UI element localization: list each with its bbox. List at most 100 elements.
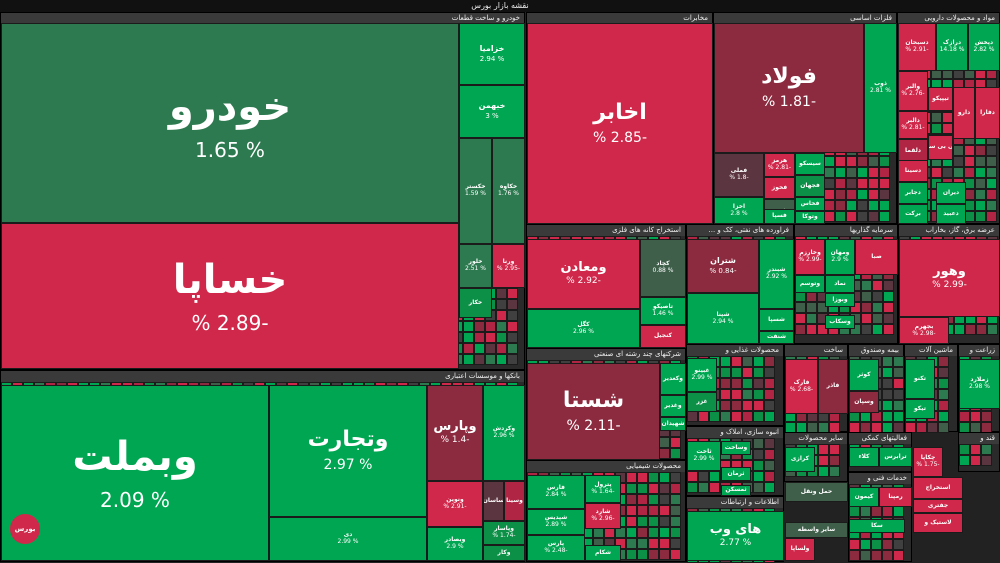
mini-tile[interactable] (835, 156, 846, 167)
mini-tile[interactable] (507, 332, 518, 343)
stock-tile[interactable]: فخاس (795, 197, 825, 211)
stock-tile[interactable]: وهور -2.99 % (899, 239, 1000, 317)
sector-services[interactable]: خدمات فنی و (848, 472, 912, 562)
mini-tile[interactable] (670, 516, 681, 527)
mini-tile[interactable] (720, 400, 731, 411)
mini-tile[interactable] (824, 211, 835, 222)
mini-tile[interactable] (795, 324, 806, 335)
mini-tile[interactable] (849, 506, 860, 517)
stock-tile[interactable]: ذوب% 2.81 (864, 23, 897, 153)
mini-tile[interactable] (846, 211, 857, 222)
stock-tile[interactable]: فاذر (818, 359, 848, 414)
mini-tile[interactable] (931, 123, 942, 134)
stock-tile[interactable]: ساسان (483, 481, 504, 521)
mini-tile[interactable] (637, 472, 648, 483)
stock-tile[interactable]: برکت (898, 204, 928, 224)
mini-tile[interactable] (964, 167, 975, 178)
mini-tile[interactable] (626, 483, 637, 494)
mini-tile[interactable] (731, 400, 742, 411)
mini-tile[interactable] (964, 145, 975, 156)
mini-tile[interactable] (938, 356, 949, 367)
mini-tile[interactable] (879, 167, 890, 178)
mini-tile[interactable] (824, 156, 835, 167)
stock-tile[interactable]: وسکاب (825, 315, 855, 329)
mini-tile[interactable] (670, 437, 681, 448)
mini-tile[interactable] (496, 343, 507, 354)
stock-tile[interactable]: غزر (687, 392, 717, 412)
stock-tile[interactable]: کرازی (785, 447, 815, 472)
mini-tile[interactable] (659, 538, 670, 549)
mini-tile[interactable] (731, 389, 742, 400)
mini-tile[interactable] (659, 549, 670, 560)
mini-tile[interactable] (648, 516, 659, 527)
mini-tile[interactable] (857, 156, 868, 167)
stock-tile[interactable]: ومعادن -2.92 % (527, 239, 640, 309)
stock-tile[interactable]: ثمسکن (721, 485, 751, 496)
mini-tile[interactable] (687, 482, 698, 493)
mini-tile[interactable] (975, 145, 986, 156)
mini-tile[interactable] (931, 167, 942, 178)
mini-tile[interactable] (861, 302, 872, 313)
mini-tile[interactable] (742, 389, 753, 400)
stock-tile[interactable]: پترول -1.64 % (585, 475, 621, 503)
mini-tile[interactable] (637, 505, 648, 516)
mini-tile[interactable] (872, 280, 883, 291)
stock-tile[interactable]: وخارزم -2.99 % (795, 239, 825, 275)
mini-tile[interactable] (846, 189, 857, 200)
mini-tile[interactable] (496, 288, 507, 299)
mini-tile[interactable] (861, 313, 872, 324)
mini-tile[interactable] (893, 550, 904, 561)
mini-tile[interactable] (954, 324, 965, 335)
stock-tile[interactable]: وبوزا (825, 293, 855, 307)
mini-tile[interactable] (829, 466, 840, 477)
mini-tile[interactable] (959, 444, 970, 455)
mini-tile[interactable] (882, 378, 893, 389)
stock-tile[interactable]: کوثر (849, 359, 879, 391)
stock-tile[interactable]: وبصادر% 2.9 (427, 527, 483, 561)
mini-tile[interactable] (975, 200, 986, 211)
stock-tile[interactable]: والبر -2.76 % (898, 71, 928, 111)
mini-tile[interactable] (824, 189, 835, 200)
stock-tile[interactable]: ولساپا (785, 538, 815, 561)
stock-tile[interactable]: هرمز -2.81 % (764, 153, 795, 177)
mini-tile[interactable] (931, 112, 942, 123)
stock-tile[interactable]: اخزا% 2.8 (714, 197, 764, 224)
mini-tile[interactable] (893, 539, 904, 550)
mini-tile[interactable] (753, 367, 764, 378)
mini-tile[interactable] (893, 506, 904, 517)
stock-tile[interactable]: وتوسم (795, 275, 825, 293)
mini-tile[interactable] (879, 178, 890, 189)
mini-tile[interactable] (485, 354, 496, 365)
mini-tile[interactable] (753, 411, 764, 422)
mini-tile[interactable] (883, 302, 894, 313)
stock-tile[interactable]: خکاوه% 1.76 (492, 138, 525, 244)
mini-tile[interactable] (795, 302, 806, 313)
mini-tile[interactable] (764, 411, 775, 422)
mini-tile[interactable] (981, 411, 992, 422)
mini-tile[interactable] (806, 324, 817, 335)
stock-tile[interactable]: تیپیکو (928, 87, 953, 111)
mini-tile[interactable] (975, 167, 986, 178)
mini-tile[interactable] (659, 494, 670, 505)
mini-tile[interactable] (659, 437, 670, 448)
mini-tile[interactable] (860, 506, 871, 517)
mini-tile[interactable] (981, 455, 992, 466)
mini-tile[interactable] (648, 549, 659, 560)
stock-tile[interactable]: کیمون (849, 487, 879, 507)
mini-tile[interactable] (871, 539, 882, 550)
sector-sugar[interactable]: قند و (958, 432, 1000, 472)
mini-tile[interactable] (893, 400, 904, 411)
mini-tile[interactable] (868, 178, 879, 189)
mini-tile[interactable] (485, 343, 496, 354)
mini-tile[interactable] (626, 494, 637, 505)
mini-tile[interactable] (959, 455, 970, 466)
mini-tile[interactable] (879, 156, 890, 167)
mini-tile[interactable] (709, 482, 720, 493)
mini-tile[interactable] (893, 411, 904, 422)
mini-tile[interactable] (938, 389, 949, 400)
mini-tile[interactable] (709, 411, 720, 422)
mini-tile[interactable] (824, 178, 835, 189)
stock-tile[interactable]: دجابر (898, 182, 928, 204)
mini-tile[interactable] (720, 367, 731, 378)
mini-tile[interactable] (868, 167, 879, 178)
